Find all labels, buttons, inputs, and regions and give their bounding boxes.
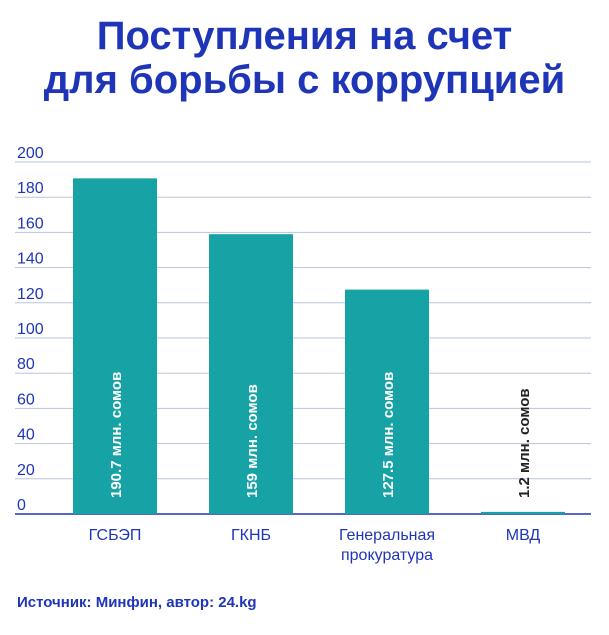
data-label: 190.7 млн. сомов <box>108 372 125 498</box>
bar <box>209 234 293 514</box>
bar <box>345 289 429 514</box>
source-note: Источник: Минфин, автор: 24.kg <box>17 594 257 611</box>
chart-title-line-2: для борьбы с коррупцией <box>43 58 566 102</box>
data-label: 159 млн. сомов <box>244 384 261 498</box>
x-category-label: МВД <box>506 527 541 544</box>
y-tick-label: 200 <box>17 145 44 162</box>
chart-title-line-1: Поступления на счет <box>96 14 513 58</box>
y-tick-label: 80 <box>17 356 35 373</box>
bar <box>481 511 565 514</box>
bar-chart: 0 20 40 60 80 100 120 140 160 180 200 190.7 млн. со… <box>15 145 591 564</box>
chart-title: Поступления на счет для борьбы с коррупц… <box>0 14 609 102</box>
y-tick-label: 0 <box>17 497 26 514</box>
y-tick-label: 60 <box>17 391 35 408</box>
x-category-label: ГСБЭП <box>89 527 142 544</box>
x-category-label: ГКНБ <box>231 527 271 544</box>
y-tick-label: 160 <box>17 215 44 232</box>
data-label: 1.2 млн. сомов <box>516 388 533 498</box>
data-label: 127.5 млн. сомов <box>380 372 397 498</box>
bar <box>73 178 157 515</box>
y-tick-label: 100 <box>17 321 44 338</box>
y-tick-label: 20 <box>17 462 35 479</box>
x-category-label: прокуратура <box>341 547 433 564</box>
y-tick-label: 140 <box>17 251 44 268</box>
x-category-label: Генеральная <box>339 527 435 544</box>
y-tick-label: 180 <box>17 180 44 197</box>
y-tick-label: 40 <box>17 427 35 444</box>
y-tick-label: 120 <box>17 286 44 303</box>
